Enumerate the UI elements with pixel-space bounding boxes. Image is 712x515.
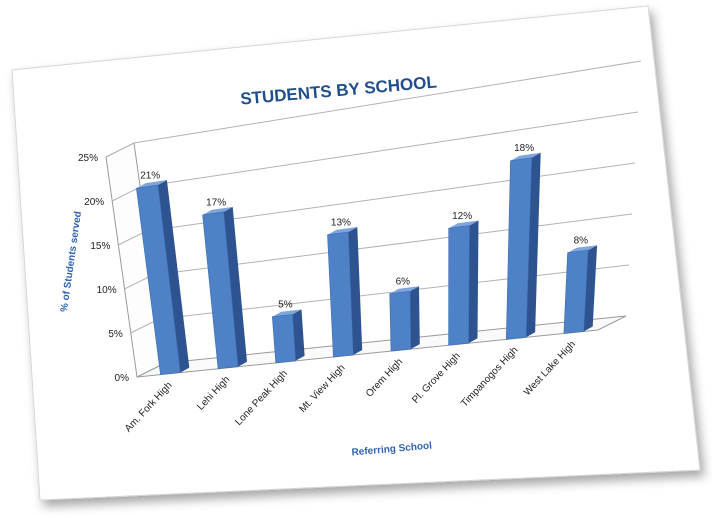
y-tick-label: 5% (108, 329, 123, 340)
bar (136, 184, 181, 375)
data-label: 6% (396, 277, 411, 288)
bar-top (567, 245, 598, 253)
bar-side (468, 220, 479, 344)
y-tick-label: 0% (115, 373, 130, 384)
bar-side (223, 206, 247, 367)
bar (563, 249, 589, 334)
bar-top (272, 309, 302, 317)
data-label: 12% (452, 211, 472, 222)
bar-side (526, 152, 541, 338)
gridline (105, 60, 642, 158)
bar-top (202, 206, 233, 215)
y-tick-label: 10% (97, 285, 117, 296)
bar (389, 290, 412, 352)
bar-top (327, 227, 358, 235)
bar (271, 314, 296, 364)
data-label: 13% (331, 217, 351, 228)
bar (202, 211, 239, 370)
y-tick-label: 15% (90, 241, 110, 252)
y-tick-label: 20% (84, 197, 104, 208)
chart-marks (136, 152, 598, 375)
bar-side (410, 286, 420, 350)
bar-top (510, 152, 541, 161)
bar-top (389, 286, 419, 294)
bar-side (348, 227, 363, 355)
bar-side (157, 180, 190, 373)
data-label: 5% (278, 300, 293, 311)
bar-top (448, 220, 479, 229)
data-label: 18% (514, 143, 534, 154)
bar (505, 157, 533, 340)
bar (448, 225, 470, 346)
bar-top (136, 180, 167, 189)
data-label: 8% (574, 236, 589, 247)
bar (327, 231, 354, 358)
data-label: 17% (206, 197, 226, 208)
y-tick-label: 25% (78, 153, 98, 164)
data-label: 21% (140, 171, 160, 182)
bar-side (583, 245, 598, 332)
bar-side (292, 309, 305, 361)
